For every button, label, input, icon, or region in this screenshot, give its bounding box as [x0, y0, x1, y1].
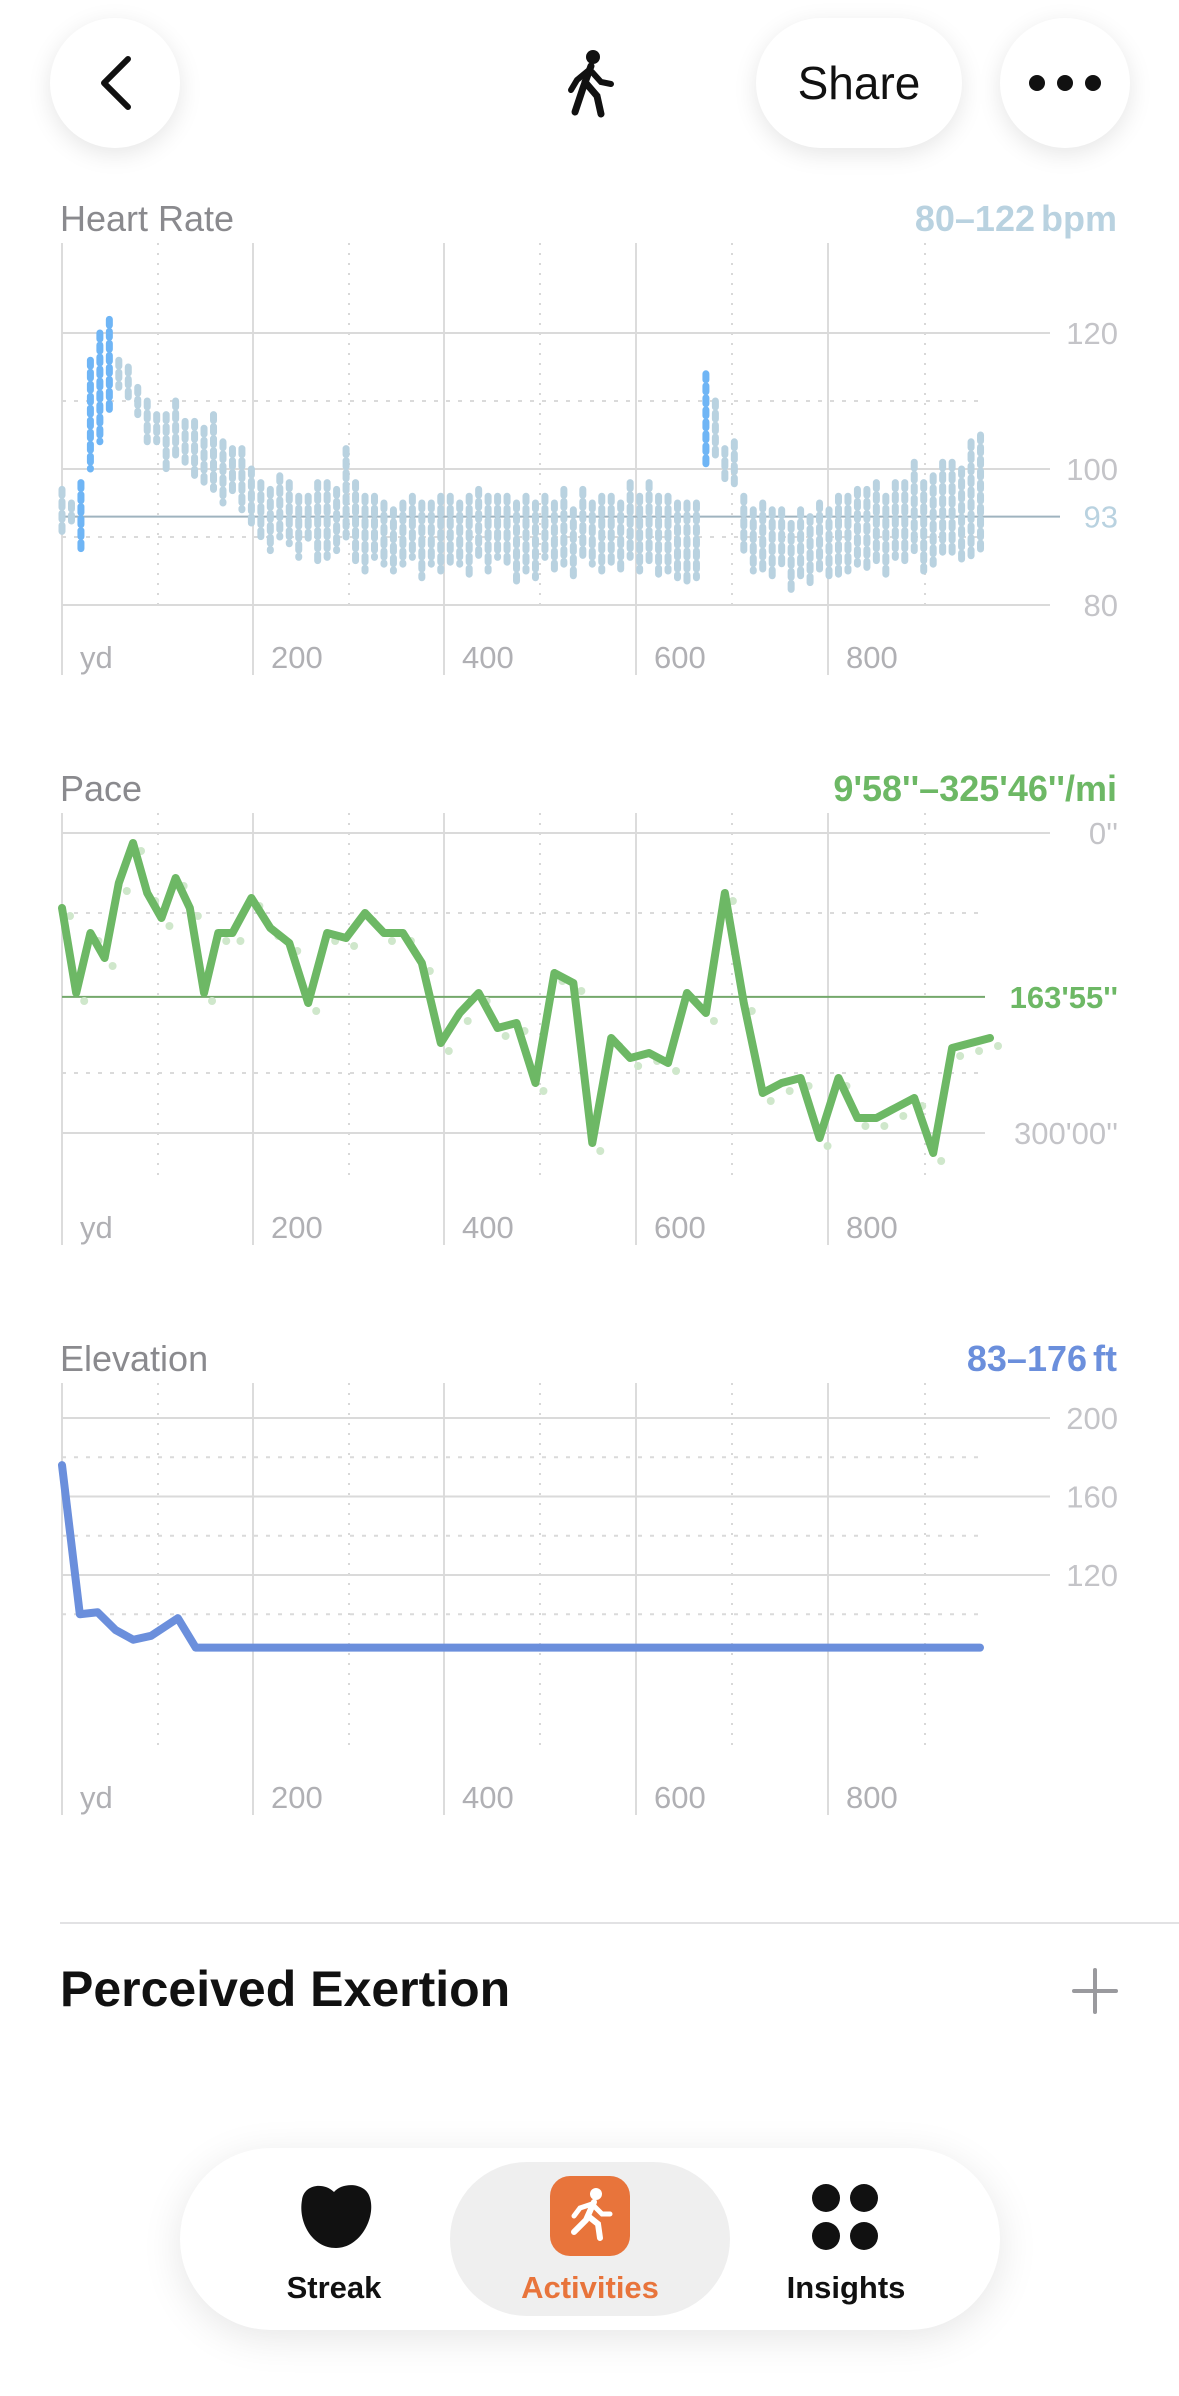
top-bar: ts Share [0, 0, 1179, 200]
x-tick-label: 400 [462, 1780, 514, 1815]
range-unit: /mi [1064, 768, 1117, 809]
x-tick-label: yd [80, 1210, 113, 1245]
more-options-button[interactable] [1000, 18, 1130, 148]
x-tick-label: 400 [462, 640, 514, 675]
pace-plot: yd 200 400 600 800 0'' 300'00'' 163'55'' [58, 813, 1118, 1245]
pace-sample-dot [709, 1017, 718, 1025]
running-figure-icon [550, 2176, 630, 2256]
pace-sample-dot [222, 937, 231, 945]
pace-sample-dot [350, 942, 359, 950]
pace-sample-dot [387, 937, 396, 945]
x-tick-label: yd [80, 1780, 113, 1815]
pace-sample-dot [66, 912, 74, 920]
range-value: 83–176 [966, 1338, 1088, 1379]
y-tick-label: 300'00'' [1014, 1116, 1118, 1151]
perceived-exertion-title[interactable]: Perceived Exertion [60, 1961, 511, 2017]
range-value: 80–122 [914, 198, 1035, 239]
bottom-tab-bar: Streak Activities Insights [180, 2148, 1000, 2330]
pace-sample-dot [193, 912, 202, 920]
pace-sample-dot [956, 1052, 965, 1060]
pace-sample-dot [165, 922, 174, 930]
range-unit: ft [1093, 1338, 1117, 1379]
four-dots-grid-icon [812, 2184, 878, 2250]
elevation-line [58, 1461, 984, 1652]
pace-sample-dot [501, 1032, 510, 1040]
average-label: 93 [1084, 500, 1118, 535]
y-tick-label: 120 [1066, 316, 1118, 351]
pace-sample-dot [80, 997, 89, 1005]
pace-sample-dot [539, 1087, 548, 1095]
pace-sample-dot [634, 1062, 643, 1070]
x-tick-label: 800 [846, 1780, 898, 1815]
x-tick-label: 600 [654, 1780, 706, 1815]
pace-sample-dot [823, 1142, 832, 1150]
y-tick-label: 100 [1066, 452, 1118, 487]
x-tick-label: 200 [271, 640, 323, 675]
tab-streak[interactable]: Streak [194, 2162, 474, 2316]
chart-title: Pace [60, 768, 143, 809]
x-tick-label: 800 [846, 640, 898, 675]
chevron-left-icon [101, 56, 131, 110]
y-tick-label: 200 [1066, 1401, 1118, 1436]
chart-title: Heart Rate [60, 198, 235, 239]
pace-sample-dot [994, 1042, 1002, 1050]
share-button[interactable]: Share [756, 18, 962, 148]
tab-label: Streak [286, 2270, 382, 2305]
chart-range: 83–176 ft [967, 1338, 1117, 1380]
heart-rate-plot: yd 200 400 600 800 120 100 80 93 [58, 243, 1118, 675]
range-value: 9'58''–325'46'' [833, 768, 1065, 809]
chart-range: 9'58''–325'46''/mi [833, 768, 1117, 810]
pace-sample-dot [672, 1067, 681, 1075]
streak-blob-icon [301, 2185, 372, 2248]
pace-sample-dot [236, 937, 245, 945]
tab-insights[interactable]: Insights [706, 2162, 986, 2316]
x-tick-label: 600 [654, 640, 706, 675]
pace-sample-dot [312, 1007, 321, 1015]
pace-sample-dot [577, 987, 586, 995]
x-tick-label: 200 [271, 1780, 323, 1815]
tab-label: Activities [521, 2270, 659, 2305]
heart-rate-chart: Heart Rate 80–122 bpm yd 200 400 600 800 120 10… [0, 190, 1179, 690]
x-tick-label: 200 [271, 1210, 323, 1245]
tab-label: Insights [786, 2270, 906, 2305]
range-unit: bpm [1041, 198, 1117, 239]
average-label: 163'55'' [1010, 980, 1118, 1015]
pace-sample-dot [728, 897, 737, 905]
pace-sample-dot [785, 1087, 794, 1095]
pace-sample-dot [208, 997, 217, 1005]
chart-range: 80–122 bpm [915, 198, 1117, 240]
y-tick-label: 0'' [1089, 816, 1118, 851]
pace-sample-dot [108, 962, 117, 970]
elevation-plot: yd 200 400 600 800 200 160 120 [58, 1383, 1118, 1815]
pace-sample-dot [975, 1047, 984, 1055]
back-button[interactable] [50, 18, 180, 148]
pace-sample-dot [937, 1157, 946, 1165]
chart-title: Elevation [60, 1338, 209, 1379]
pace-sample-dot [463, 1017, 472, 1025]
ellipsis-icon [1029, 75, 1101, 91]
walking-figure-icon [555, 48, 625, 118]
pace-chart: Pace 9'58''–325'46''/mi yd 200 400 600 800 0'… [0, 760, 1179, 1260]
pace-sample-dot [766, 1097, 775, 1105]
y-tick-label: 160 [1066, 1480, 1118, 1515]
x-tick-label: yd [80, 640, 113, 675]
section-divider [60, 1922, 1179, 1924]
y-tick-label: 120 [1066, 1558, 1118, 1593]
x-tick-label: 600 [654, 1210, 706, 1245]
elevation-chart: Elevation 83–176 ft yd 200 400 600 800 200 160 1… [0, 1330, 1179, 1830]
pace-sample-dot [444, 1047, 453, 1055]
pace-sample-dot [596, 1147, 605, 1155]
y-tick-label: 80 [1084, 588, 1118, 623]
x-tick-label: 400 [462, 1210, 514, 1245]
pace-sample-dot [861, 1122, 870, 1130]
pace-sample-dot [122, 887, 131, 895]
tab-activities[interactable]: Activities [450, 2162, 730, 2316]
plus-icon[interactable] [1070, 1966, 1120, 2016]
pace-sample-dot [880, 1122, 889, 1130]
x-tick-label: 800 [846, 1210, 898, 1245]
pace-sample-dot [899, 1112, 908, 1120]
pace-line [58, 839, 994, 1157]
